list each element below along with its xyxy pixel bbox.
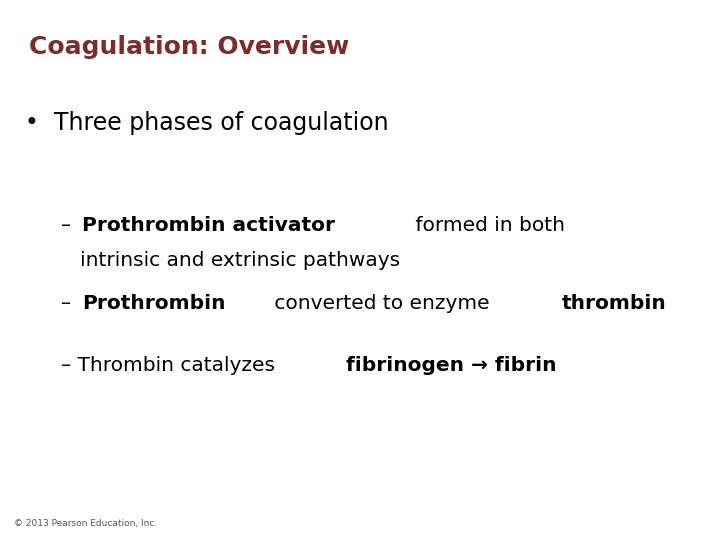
Text: Prothrombin activator: Prothrombin activator bbox=[83, 216, 336, 235]
Text: fibrinogen → fibrin: fibrinogen → fibrin bbox=[346, 356, 556, 375]
Text: Coagulation: Overview: Coagulation: Overview bbox=[29, 35, 349, 59]
Text: –: – bbox=[61, 216, 78, 235]
Text: formed in both: formed in both bbox=[409, 216, 565, 235]
Text: converted to enzyme: converted to enzyme bbox=[268, 294, 495, 313]
Text: thrombin: thrombin bbox=[562, 294, 667, 313]
Text: Prothrombin: Prothrombin bbox=[83, 294, 226, 313]
Text: – Thrombin catalyzes: – Thrombin catalyzes bbox=[61, 356, 282, 375]
Text: intrinsic and extrinsic pathways: intrinsic and extrinsic pathways bbox=[61, 251, 400, 270]
Text: •  Three phases of coagulation: • Three phases of coagulation bbox=[25, 111, 389, 134]
Text: –: – bbox=[61, 294, 78, 313]
Text: © 2013 Pearson Education, Inc.: © 2013 Pearson Education, Inc. bbox=[14, 519, 158, 528]
